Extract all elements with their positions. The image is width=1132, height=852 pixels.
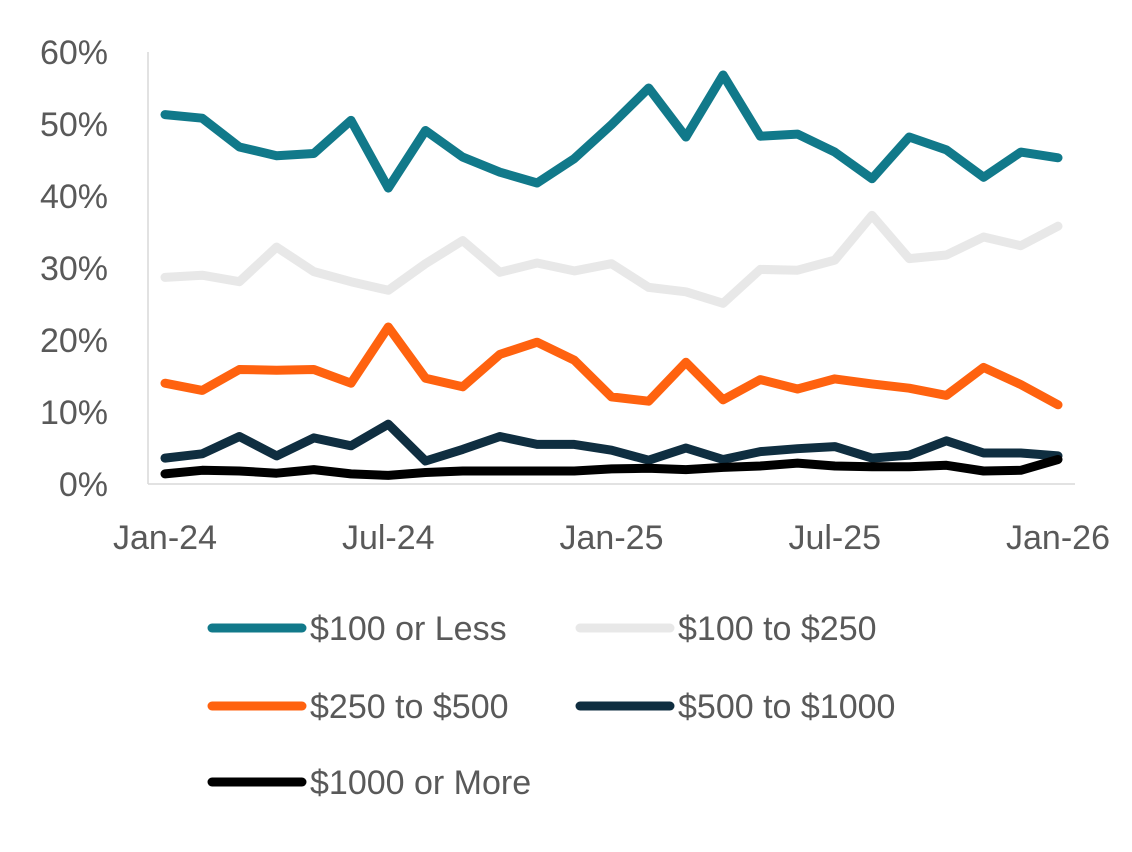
legend-item: $100 to $250 xyxy=(575,610,877,648)
legend-label: $1000 or More xyxy=(310,764,531,802)
x-tick-label: Jul-24 xyxy=(342,519,435,557)
x-tick-label: Jan-25 xyxy=(560,519,664,557)
y-tick-label: 30% xyxy=(40,250,108,288)
series-line-2 xyxy=(160,322,1063,410)
x-tick-label: Jan-24 xyxy=(113,519,217,557)
legend-item: $100 or Less xyxy=(207,610,507,648)
legend-item: $500 to $1000 xyxy=(575,688,895,726)
series-line-3 xyxy=(160,419,1063,466)
legend-label: $100 or Less xyxy=(310,610,507,648)
x-tick-labels: Jan-24 Jul-24 Jan-25 Jul-25 Jan-26 xyxy=(113,519,1110,557)
y-tick-labels: 0% 10% 20% 30% 40% 50% 60% xyxy=(40,34,108,504)
series-line-4 xyxy=(160,455,1063,480)
legend-label: $500 to $1000 xyxy=(678,688,895,726)
y-tick-label: 10% xyxy=(40,394,108,432)
y-tick-label: 0% xyxy=(59,466,108,504)
series-line-1 xyxy=(160,210,1063,308)
legend-item: $250 to $500 xyxy=(207,688,509,726)
x-tick-label: Jan-26 xyxy=(1006,519,1110,557)
series-lines xyxy=(160,70,1063,480)
legend-item: $1000 or More xyxy=(207,764,531,802)
y-tick-label: 50% xyxy=(40,106,108,144)
series-line-0 xyxy=(160,70,1063,193)
legend: $100 or Less $100 to $250 $250 to $500 $500… xyxy=(207,610,895,802)
y-tick-label: 60% xyxy=(40,34,108,72)
y-tick-label: 20% xyxy=(40,322,108,360)
axes xyxy=(147,52,1075,485)
legend-label: $250 to $500 xyxy=(310,688,509,726)
legend-label: $100 to $250 xyxy=(678,610,877,648)
x-tick-label: Jul-25 xyxy=(788,519,881,557)
y-tick-label: 40% xyxy=(40,178,108,216)
